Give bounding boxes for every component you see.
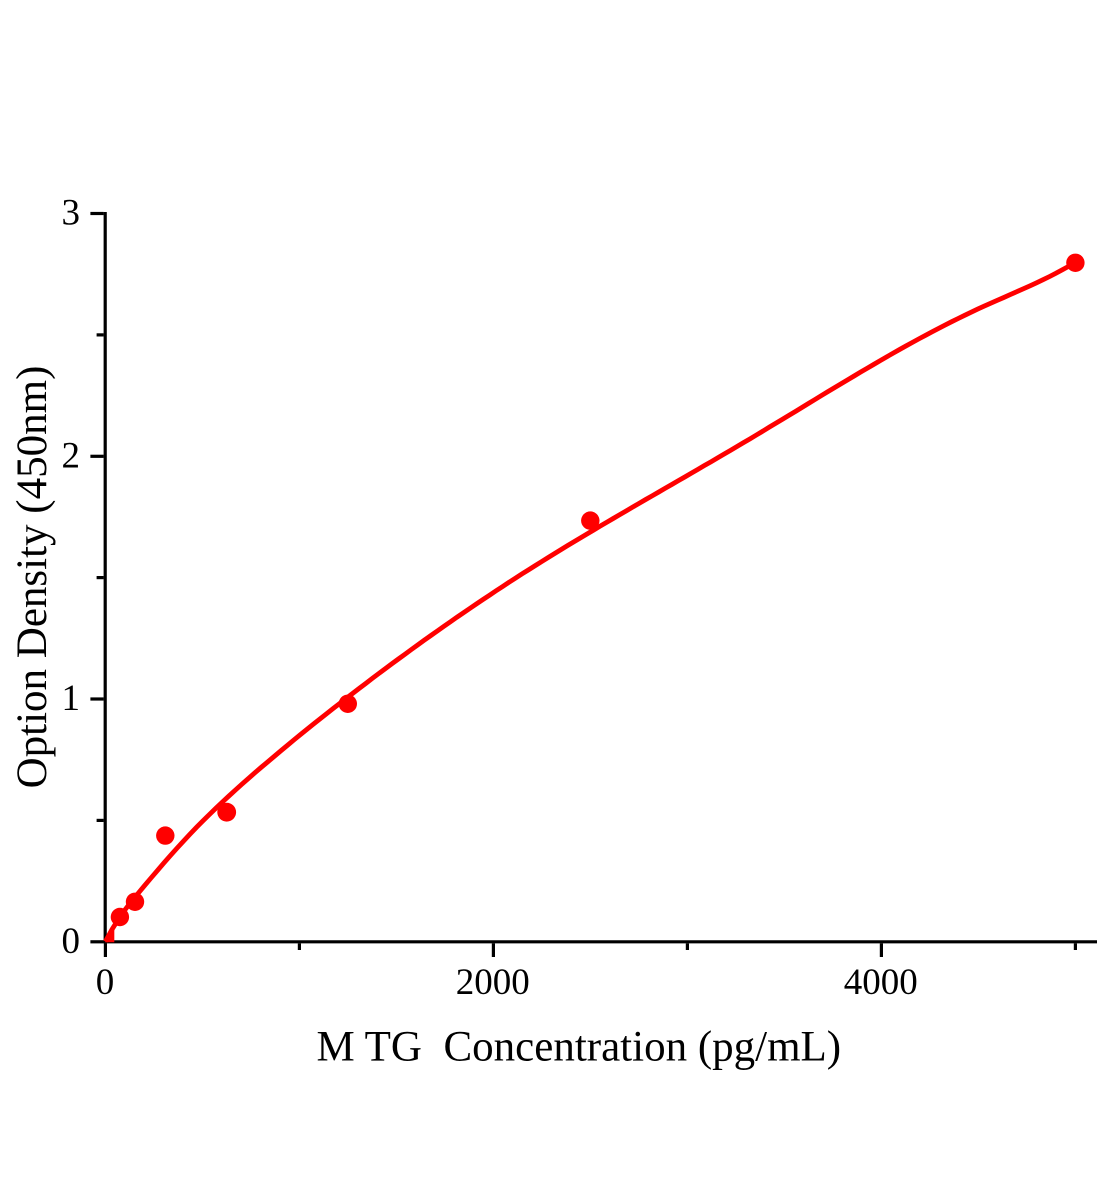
svg-text:0: 0 [96, 962, 115, 1003]
svg-text:2: 2 [62, 436, 81, 477]
svg-text:4000: 4000 [844, 962, 918, 1003]
svg-text:2000: 2000 [456, 962, 530, 1003]
svg-text:M TG Concentration (pg/mL): M TG Concentration (pg/mL) [316, 1023, 841, 1070]
svg-text:1: 1 [62, 678, 81, 719]
svg-text:3: 3 [62, 193, 81, 234]
svg-text:Option Density (450nm): Option Density (450nm) [9, 366, 56, 789]
svg-text:0: 0 [62, 921, 81, 962]
